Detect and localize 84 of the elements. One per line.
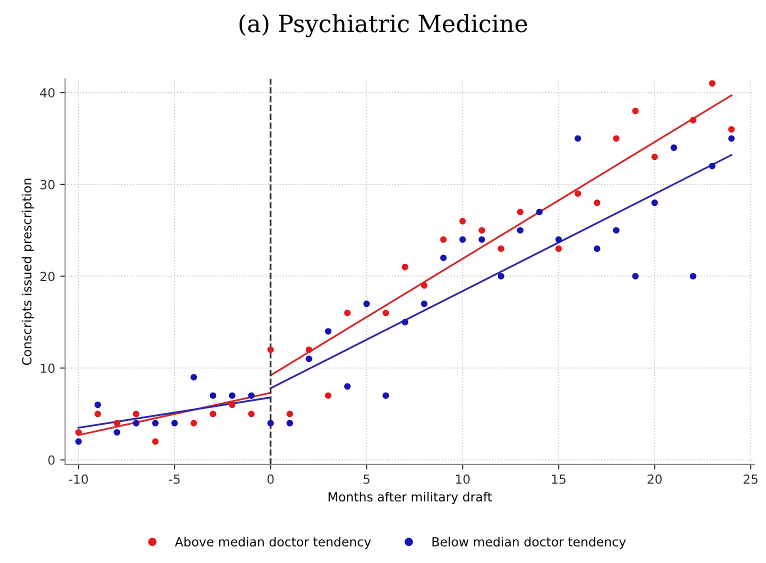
point xyxy=(651,154,658,160)
point xyxy=(498,272,504,280)
point xyxy=(286,410,294,418)
legend-label: Below median doctor tendency xyxy=(432,536,626,549)
x-tick-label: 25 xyxy=(744,474,758,484)
point xyxy=(152,420,159,426)
point xyxy=(440,236,447,243)
point xyxy=(574,190,582,197)
point xyxy=(132,420,140,426)
point xyxy=(612,135,620,142)
y-tick-label: 30 xyxy=(40,180,55,190)
point xyxy=(709,162,716,170)
point xyxy=(555,245,562,252)
point xyxy=(459,236,466,243)
point xyxy=(478,236,486,243)
x-tick-label: 10 xyxy=(456,474,470,484)
point xyxy=(228,392,236,399)
point xyxy=(382,392,390,399)
point xyxy=(94,410,102,418)
point xyxy=(555,236,562,243)
point xyxy=(690,272,696,280)
x-tick-label: -5 xyxy=(168,474,180,484)
y-tick-label: 20 xyxy=(40,272,55,282)
point xyxy=(344,383,351,390)
point xyxy=(171,420,178,426)
point xyxy=(728,135,735,142)
point xyxy=(402,264,408,270)
point xyxy=(248,410,255,418)
y-tick-label: 0 xyxy=(48,455,55,465)
point xyxy=(690,116,696,124)
point xyxy=(594,245,600,252)
point xyxy=(728,126,735,133)
legend-label: Above median doctor tendency xyxy=(174,536,371,549)
point xyxy=(420,300,428,308)
point xyxy=(114,429,120,436)
point xyxy=(440,254,447,262)
point xyxy=(306,356,312,362)
point xyxy=(709,80,716,87)
point xyxy=(344,310,351,316)
point xyxy=(536,208,543,216)
point xyxy=(94,402,102,408)
point xyxy=(286,420,294,426)
y-tick-label: 10 xyxy=(40,364,55,373)
point xyxy=(210,410,216,418)
point xyxy=(402,318,408,326)
point xyxy=(152,438,159,445)
point xyxy=(459,218,466,224)
point xyxy=(228,402,236,408)
point xyxy=(420,282,428,289)
point xyxy=(324,392,332,399)
point xyxy=(132,410,140,418)
x-tick-label: 5 xyxy=(364,474,370,484)
x-tick-label: 20 xyxy=(648,474,662,484)
chart-title: (a) Psychiatric Medicine xyxy=(240,14,528,38)
y-tick-label: 40 xyxy=(40,88,55,98)
point xyxy=(114,420,120,426)
point xyxy=(210,392,216,399)
point xyxy=(248,392,255,399)
point xyxy=(612,227,620,234)
x-tick-label: 15 xyxy=(552,474,566,484)
point xyxy=(75,438,82,445)
point xyxy=(190,374,198,380)
point xyxy=(651,200,658,206)
point xyxy=(75,429,82,436)
point xyxy=(498,245,504,252)
point xyxy=(516,208,524,216)
x-tick-label: 0 xyxy=(267,474,274,484)
point xyxy=(670,144,678,151)
point xyxy=(632,108,639,114)
point xyxy=(516,227,524,234)
point xyxy=(267,420,274,426)
point xyxy=(363,300,370,308)
point xyxy=(190,420,198,426)
y-axis-title: Conscripts issued prescription xyxy=(22,178,34,365)
point xyxy=(632,272,639,280)
x-axis-title: Months after military draft xyxy=(328,492,492,504)
point xyxy=(306,346,312,353)
point xyxy=(382,310,390,316)
x-tick-label: -10 xyxy=(68,474,88,484)
point xyxy=(267,346,274,353)
point xyxy=(594,200,600,206)
point xyxy=(324,328,332,335)
point xyxy=(574,135,582,142)
point xyxy=(478,227,486,234)
